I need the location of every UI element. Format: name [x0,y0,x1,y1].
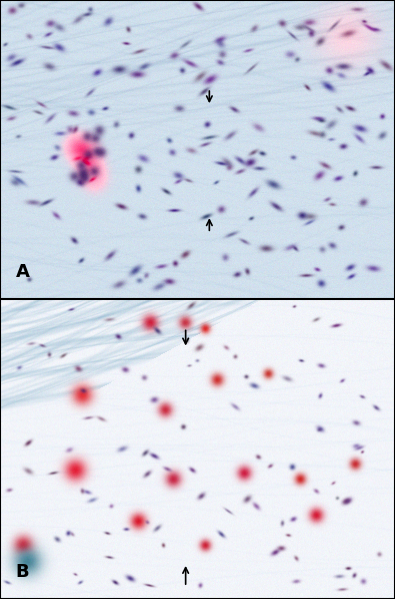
Text: B: B [16,563,29,581]
Text: A: A [16,263,30,281]
